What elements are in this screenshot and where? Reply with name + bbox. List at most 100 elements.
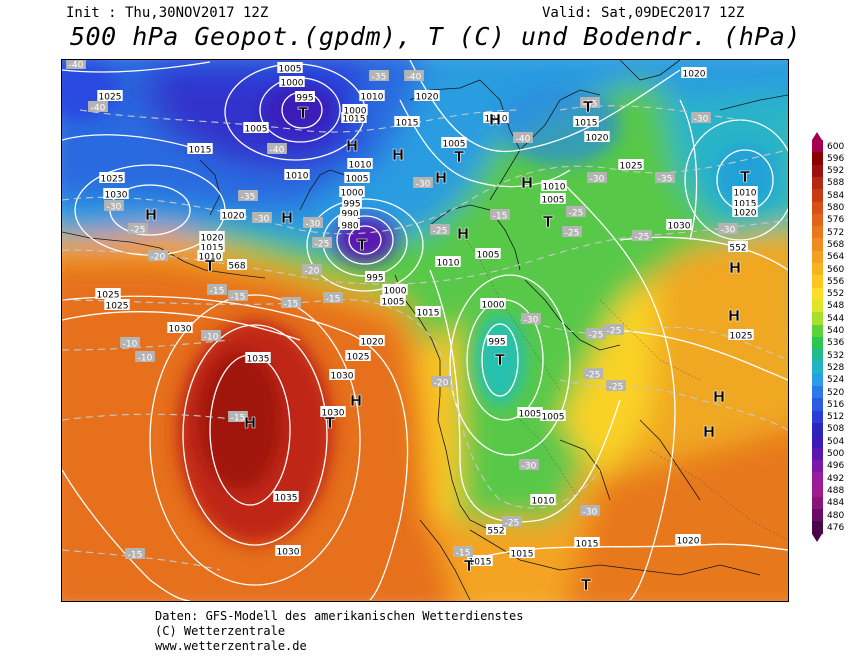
temperature-label-text: -15 [210,287,225,297]
high-pressure-center: H [521,174,534,192]
temperature-label-box [252,212,272,223]
pressure-label: 1020 [732,206,758,219]
pressure-label: 1005 [344,172,370,185]
pressure-label-text: 1015 [576,540,599,550]
pressure-label-text: 1010 [286,172,309,182]
pressure-label-text: 1015 [417,309,440,319]
pressure-label-text: 995 [366,274,383,284]
pressure-label-box [284,169,310,180]
pressure-label-box [728,329,754,340]
pressure-label-text: 1015 [343,115,366,125]
legend-row: 504 [812,435,845,449]
temperature-label-text: -20 [434,379,449,389]
pressure-label: 1010 [284,169,310,182]
temperature-label: -35 [580,97,600,110]
legend-value: 488 [827,485,845,496]
temperature-label-box [88,101,108,112]
temperature-label: -25 [583,368,603,381]
temperature-label: -25 [312,237,332,250]
temperature-label-text: -25 [607,327,622,337]
legend-value: 560 [827,264,845,275]
legend-value: 500 [827,449,845,459]
temperature-label-text: -15 [326,295,341,305]
temperature-label-box [586,328,606,339]
temperature-label-text: -30 [524,316,539,326]
legend-row: 584 [812,189,844,203]
map-title: 500 hPa Geopot.(gpdm), T (C) und Bodendr… [70,22,801,51]
temperature-label-box [404,70,424,81]
high-pressure-center: H [703,423,716,441]
legend-swatch [812,361,823,375]
pressure-label: 1010 [530,494,556,507]
pressure-label-text: 1015 [511,550,534,560]
legend-value: 476 [827,522,845,533]
low-pressure-center: T [740,168,751,186]
temperature-label-box [302,264,322,275]
temperature-label-box [562,226,582,237]
pressure-label-box [732,206,758,217]
pressure-label: 1015 [415,306,441,319]
temperature-label-box [303,217,323,228]
pressure-label-text: 1030 [105,191,128,201]
temperature-label-box [281,297,301,308]
pressure-label-text: 990 [341,210,358,220]
pressure-label-text: 1025 [106,302,129,312]
pressure-label-box [732,186,758,197]
pressure-label-box [414,90,440,101]
pressure-label: 1025 [95,288,121,301]
legend-value: 504 [827,436,845,447]
temperature-label-text: -20 [151,253,166,263]
pressure-label: 1015 [732,197,758,210]
pressure-label-box [359,90,385,101]
temperature-label-text: -35 [658,175,673,185]
pressure-label: 1030 [103,188,129,201]
legend-swatch [812,164,823,178]
pressure-label-text: 1030 [668,222,691,232]
legend-swatch [812,410,823,424]
legend-value: 508 [827,424,845,435]
temperature-label-text: -30 [694,115,709,125]
legend-swatch [812,312,823,326]
color-scale-legend: 600 596 592 588 584 580 576 572 568 564 560 556 552 5… [812,132,850,542]
pressure-label-text: 1005 [346,175,369,185]
pressure-label-box [480,298,506,309]
temperature-label-text: -30 [522,462,537,472]
pressure-label-box [187,143,213,154]
temperature-label-box [587,172,607,183]
pressure-label-text: 1025 [620,162,643,172]
temperature-label-text: -40 [270,146,285,156]
temperature-label-box [430,224,450,235]
temperature-label-text: -15 [493,212,508,222]
pressure-label-text: 1010 [485,115,508,125]
pressure-label-text: 1005 [542,196,565,206]
temperature-label-text: -25 [433,227,448,237]
pressure-label-text: 1015 [201,244,224,254]
legend-value: 596 [827,153,845,164]
legend-row: 556 [812,275,844,289]
temperature-label-box [583,368,603,379]
pressure-label-box [732,197,758,208]
legend-bottom-arrow [812,533,822,542]
pressure-label-box [359,335,385,346]
legend-value: 480 [827,510,845,521]
pressure-label-box [441,137,467,148]
weather-map: 1005 1000 995 1025 1005 1015 1015 1015 1010 1000 1… [61,59,789,602]
legend-value: 516 [827,399,845,410]
temperature-label-text: -35 [241,193,256,203]
temperature-label-text: -25 [505,519,520,529]
low-pressure-center: T [454,148,465,166]
pressure-label-text: 1010 [199,253,222,263]
pressure-label-text: 1035 [247,355,270,365]
credit-website: www.wetterzentrale.de [155,639,307,653]
pressure-label: 980 [340,219,360,232]
temperature-label-text: -15 [128,551,143,561]
temperature-label: -40 [66,60,86,71]
pressure-label-text: 1025 [730,332,753,342]
pressure-label-text: 1025 [97,291,120,301]
temperature-label-box [228,411,248,422]
low-pressure-center: T [581,576,592,594]
temperature-label: -35 [655,172,675,185]
temperature-label: -30 [587,172,607,185]
high-pressure-center: H [281,209,294,227]
legend-row: 516 [812,398,845,412]
